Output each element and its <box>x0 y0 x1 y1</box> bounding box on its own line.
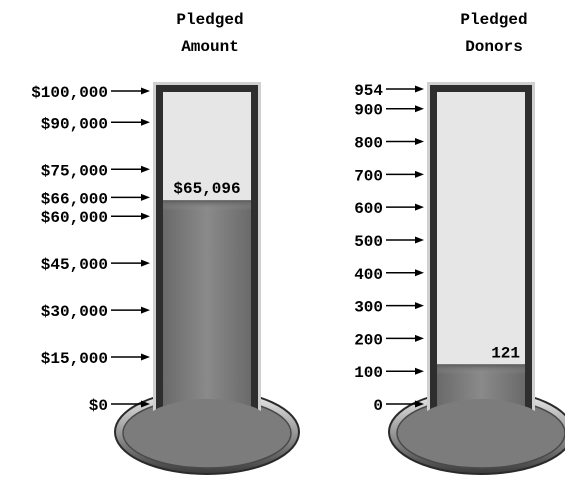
tick-label: 0 <box>373 397 383 415</box>
tick-arrowhead <box>415 203 424 211</box>
chart-title-line: Amount <box>181 38 239 56</box>
fluid-meniscus <box>437 364 525 375</box>
tick-arrowhead <box>415 138 424 146</box>
chart-title-line: Donors <box>465 38 523 56</box>
tick-arrowhead <box>415 269 424 277</box>
tick-arrowhead <box>141 165 150 173</box>
tick-label: $0 <box>89 397 108 415</box>
tube-glass <box>437 92 525 411</box>
tick-arrowhead <box>141 212 150 220</box>
tick-label: $66,000 <box>41 190 108 208</box>
tick-arrowhead <box>415 105 424 113</box>
bulb-neck <box>416 399 546 418</box>
thermometer-amount: Pledged Amount $65,096 $100,000 $90,000 $75,0… <box>31 11 300 475</box>
tick-label: 700 <box>354 167 383 185</box>
tick-arrowhead <box>415 367 424 375</box>
tick-label: $60,000 <box>41 209 108 227</box>
tick-label: 400 <box>354 266 383 284</box>
tick-label: 600 <box>354 200 383 218</box>
tick-arrowhead <box>415 85 424 93</box>
tick-arrowhead <box>141 400 150 408</box>
tick-label: 954 <box>354 82 383 100</box>
tick-label: 800 <box>354 135 383 153</box>
fluid-column <box>163 200 251 412</box>
tick-label: $75,000 <box>41 162 108 180</box>
thermometer-donors: Pledged Donors 121 954 900 800 700 600 500 400 300… <box>354 11 565 475</box>
fluid-meniscus <box>163 200 251 211</box>
tick-label: $45,000 <box>41 256 108 274</box>
tick-label: $100,000 <box>31 84 108 102</box>
tick-label: 300 <box>354 299 383 317</box>
value-label: $65,096 <box>173 180 240 198</box>
tick-arrowhead <box>141 306 150 314</box>
tick-arrowhead <box>141 259 150 267</box>
tick-label: $90,000 <box>41 115 108 133</box>
tick-label: $15,000 <box>41 350 108 368</box>
tick-arrowhead <box>141 353 150 361</box>
tick-arrowhead <box>141 87 150 95</box>
tick-arrowhead <box>141 118 150 126</box>
tick-arrowhead <box>141 193 150 201</box>
chart-title-line: Pledged <box>176 11 243 29</box>
bulb-neck <box>142 399 272 418</box>
tick-arrowhead <box>415 302 424 310</box>
tick-label: $30,000 <box>41 303 108 321</box>
tick-label: 900 <box>354 102 383 120</box>
tick-label: 100 <box>354 364 383 382</box>
tick-arrowhead <box>415 236 424 244</box>
value-label: 121 <box>491 344 520 362</box>
tick-label: 200 <box>354 331 383 349</box>
tick-arrowhead <box>415 334 424 342</box>
chart-title-line: Pledged <box>460 11 527 29</box>
tick-label: 500 <box>354 233 383 251</box>
tick-arrowhead <box>415 170 424 178</box>
tick-arrowhead <box>415 400 424 408</box>
